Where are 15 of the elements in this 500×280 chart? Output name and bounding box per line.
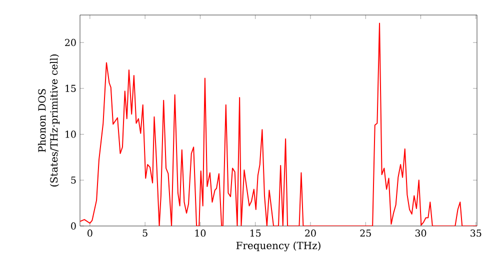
x-tick-label: 10 bbox=[195, 230, 206, 237]
x-tick-label: 30 bbox=[415, 230, 426, 237]
x-tick-label: 0 bbox=[88, 230, 92, 237]
x-tick-label: 5 bbox=[142, 230, 148, 237]
y-tick-label: 0 bbox=[71, 222, 76, 230]
y-tick-label: 20 bbox=[65, 38, 76, 46]
x-tick-label: 25 bbox=[360, 230, 371, 237]
y-tick-label: 10 bbox=[66, 130, 76, 138]
x-axis-title: Frequency (THz) bbox=[236, 242, 320, 252]
x-tick-label: 20 bbox=[305, 230, 316, 237]
y-tick-label: 5 bbox=[71, 176, 76, 184]
y-tick-label: 15 bbox=[66, 84, 76, 92]
y-axis-title: Phonon DOS (States/THz·primitive cell) bbox=[38, 54, 60, 186]
x-tick-label: 15 bbox=[250, 230, 261, 237]
x-tick-label: 35 bbox=[470, 230, 482, 237]
